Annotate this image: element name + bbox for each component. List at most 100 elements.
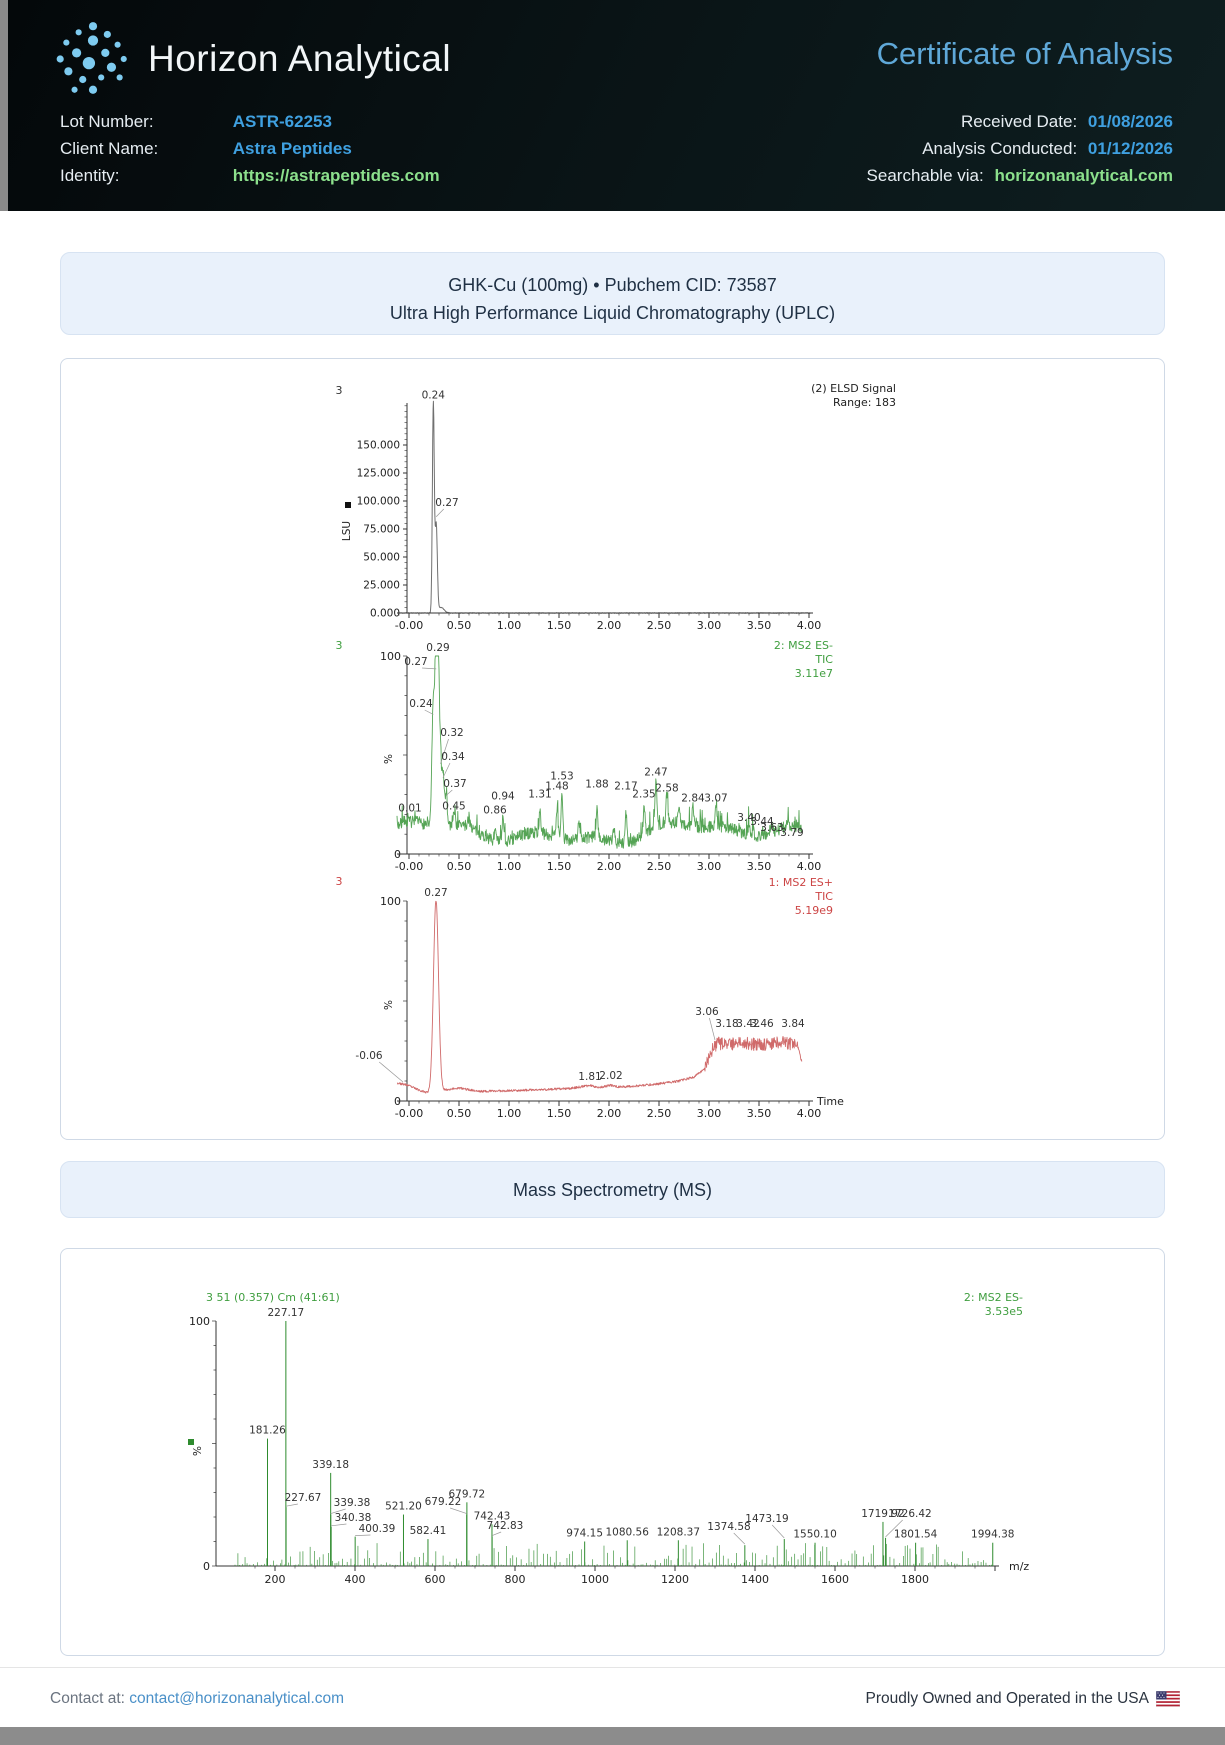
svg-text:100: 100 <box>380 895 401 908</box>
searchable-url-link[interactable]: horizonanalytical.com <box>994 166 1173 185</box>
svg-text:339.38: 339.38 <box>334 1497 371 1509</box>
identity-url-link[interactable]: https://astrapeptides.com <box>232 166 440 185</box>
svg-text:1.00: 1.00 <box>497 860 522 873</box>
svg-text:3.07: 3.07 <box>704 792 727 804</box>
svg-text:3.00: 3.00 <box>697 619 722 632</box>
svg-text:521.20: 521.20 <box>385 1501 422 1513</box>
svg-text:2.17: 2.17 <box>614 781 637 793</box>
page-edge-bottom <box>0 1727 1225 1745</box>
svg-text:5.19e9: 5.19e9 <box>795 904 833 917</box>
certificate-title: Certificate of Analysis <box>876 36 1173 71</box>
svg-text:%: % <box>383 1000 395 1010</box>
searchable-label: Searchable via: <box>866 166 984 185</box>
svg-text:-0.00: -0.00 <box>395 619 423 632</box>
svg-text:100: 100 <box>189 1315 210 1328</box>
svg-text:3.06: 3.06 <box>695 1006 719 1018</box>
uplc-method-title: Ultra High Performance Liquid Chromatogr… <box>389 303 836 323</box>
analysis-date-value: 01/12/2026 <box>1087 139 1173 158</box>
svg-text:1200: 1200 <box>661 1573 689 1586</box>
svg-text:1.50: 1.50 <box>547 860 572 873</box>
received-date-label: Received Date: <box>960 112 1078 131</box>
tic-es-pos-chromatogram: 31: MS2 ES+TIC5.19e91000%-0.060.271.812.… <box>336 875 845 1120</box>
svg-text:4.00: 4.00 <box>797 860 822 873</box>
svg-text:3.50: 3.50 <box>747 1107 772 1120</box>
svg-text:75.000: 75.000 <box>363 524 400 536</box>
svg-text:3 51 (0.357) Cm (41:61): 3 51 (0.357) Cm (41:61) <box>206 1291 340 1304</box>
svg-text:800: 800 <box>505 1573 526 1586</box>
contact-line: Contact at: contact@horizonanalytical.co… <box>50 1690 344 1708</box>
analysis-date-label: Analysis Conducted: <box>922 139 1078 158</box>
svg-text:1600: 1600 <box>821 1573 849 1586</box>
svg-text:1994.38: 1994.38 <box>971 1529 1014 1541</box>
svg-text:3.53e5: 3.53e5 <box>985 1305 1023 1318</box>
svg-text:0.27: 0.27 <box>435 497 458 509</box>
svg-text:0.37: 0.37 <box>443 778 466 790</box>
sample-info-panel: GHK-Cu (100mg) • Pubchem CID: 73587 Ultr… <box>60 252 1165 335</box>
svg-text:1800: 1800 <box>901 1573 929 1586</box>
svg-text:742.43: 742.43 <box>474 1510 511 1522</box>
svg-text:Time: Time <box>816 1095 844 1108</box>
svg-text:3: 3 <box>336 384 343 397</box>
svg-text:227.17: 227.17 <box>267 1307 304 1319</box>
svg-text:%: % <box>383 754 395 764</box>
svg-text:150.000: 150.000 <box>357 440 400 452</box>
svg-text:4.00: 4.00 <box>797 619 822 632</box>
ownership-text: Proudly Owned and Operated in the USA <box>865 1690 1149 1707</box>
svg-text:2.35: 2.35 <box>632 789 655 801</box>
usa-flag-icon <box>1156 1691 1180 1707</box>
svg-text:1.88: 1.88 <box>585 779 608 791</box>
svg-text:582.41: 582.41 <box>410 1525 447 1537</box>
contact-email-link[interactable]: contact@horizonanalytical.com <box>129 1690 345 1707</box>
svg-text:0.01: 0.01 <box>398 802 421 814</box>
brand-row: Horizon Analytical <box>52 18 451 100</box>
ms-section-panel: Mass Spectrometry (MS) <box>60 1161 1165 1218</box>
svg-text:3.11e7: 3.11e7 <box>795 667 833 680</box>
uplc-chart-card: 3 (2) ELSD Signal Range: 183 0.000 25.000 50.… <box>60 358 1165 1140</box>
identity-row: Identity: https://astrapeptides.com <box>60 162 440 189</box>
svg-text:3.50: 3.50 <box>747 619 772 632</box>
svg-text:2.47: 2.47 <box>644 767 667 779</box>
svg-text:2.00: 2.00 <box>597 619 622 632</box>
header-fields: Lot Number: ASTR-62253 Client Name: Astr… <box>60 108 1173 189</box>
svg-text:TIC: TIC <box>814 653 833 666</box>
svg-text:181.26: 181.26 <box>249 1425 286 1437</box>
svg-text:25.000: 25.000 <box>363 580 400 592</box>
svg-text:340.38: 340.38 <box>335 1512 372 1524</box>
svg-text:0.50: 0.50 <box>447 1107 472 1120</box>
svg-text:1.53: 1.53 <box>550 771 573 783</box>
svg-text:1374.58: 1374.58 <box>707 1521 750 1533</box>
svg-text:679.72: 679.72 <box>449 1488 486 1500</box>
svg-text:0.29: 0.29 <box>426 642 449 654</box>
svg-text:2.84: 2.84 <box>681 792 705 804</box>
lot-number-value: ASTR-62253 <box>232 112 332 131</box>
svg-text:0.50: 0.50 <box>447 860 472 873</box>
svg-text:974.15: 974.15 <box>566 1528 603 1540</box>
svg-text:1.31: 1.31 <box>528 789 551 801</box>
svg-text:2.50: 2.50 <box>647 860 672 873</box>
svg-text:-0.00: -0.00 <box>395 860 423 873</box>
svg-text:2.00: 2.00 <box>597 1107 622 1120</box>
svg-text:3.46: 3.46 <box>750 1018 774 1030</box>
svg-text:2.02: 2.02 <box>599 1070 622 1082</box>
svg-text:2.50: 2.50 <box>647 619 672 632</box>
svg-text:3.50: 3.50 <box>747 860 772 873</box>
svg-text:2.50: 2.50 <box>647 1107 672 1120</box>
client-name-label: Client Name: <box>60 139 159 158</box>
svg-text:0.34: 0.34 <box>441 751 465 763</box>
svg-text:0.50: 0.50 <box>447 619 472 632</box>
footer-divider <box>0 1667 1225 1668</box>
svg-text:1.50: 1.50 <box>547 619 572 632</box>
svg-text:0: 0 <box>203 1560 210 1573</box>
svg-text:0.24: 0.24 <box>422 390 446 402</box>
molecule-logo-icon <box>56 22 127 94</box>
ownership-line: Proudly Owned and Operated in the USA <box>866 1690 1180 1708</box>
svg-text:0.86: 0.86 <box>483 804 507 816</box>
svg-text:Range: 183: Range: 183 <box>833 396 896 409</box>
svg-text:1726.42: 1726.42 <box>888 1508 931 1520</box>
svg-text:400.39: 400.39 <box>359 1523 396 1535</box>
ms-chart-card: 3 51 (0.357) Cm (41:61) 2: MS2 ES- 3.53e5 1… <box>60 1248 1165 1656</box>
svg-text:4.00: 4.00 <box>797 1107 822 1120</box>
searchable-row: Searchable via: horizonanalytical.com <box>867 162 1173 189</box>
svg-text:600: 600 <box>425 1573 446 1586</box>
